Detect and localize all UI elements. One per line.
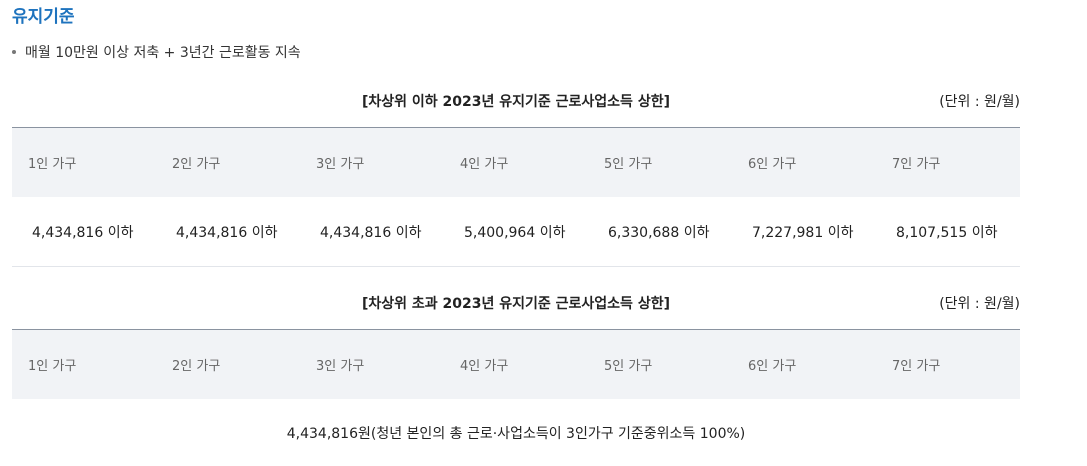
value-household-5: 6,330,688 이하 [588, 197, 732, 267]
income-limit-table: 1인 가구 2인 가구 3인 가구 4인 가구 5인 가구 6인 가구 7인 가… [12, 329, 1020, 399]
merged-value-note: 4,434,816원(청년 본인의 총 근로·사업소득이 3인가구 기준중위소득… [286, 426, 746, 442]
criteria-text: 매월 10만원 이상 저축 + 3년간 근로활동 지속 [25, 45, 301, 61]
value-household-6: 7,227,981 이하 [732, 197, 876, 267]
header-household-7: 7인 가구 [892, 359, 941, 374]
table-caption: [차상위 초과 2023년 유지기준 근로사업소득 상한] [362, 296, 670, 312]
header-household-4: 4인 가구 [460, 157, 509, 172]
table-unit: (단위 : 원/월) [939, 94, 1020, 110]
table-above-near-poverty: [차상위 초과 2023년 유지기준 근로사업소득 상한] (단위 : 원/월)… [12, 290, 1020, 399]
section-title: 유지기준 [12, 7, 75, 27]
header-household-2: 2인 가구 [172, 157, 221, 172]
bullet-icon [12, 50, 16, 54]
table-caption: [차상위 이하 2023년 유지기준 근로사업소득 상한] [362, 94, 670, 110]
income-limit-table: 1인 가구 2인 가구 3인 가구 4인 가구 5인 가구 6인 가구 7인 가… [12, 127, 1020, 267]
table-header-row: 1인 가구 2인 가구 3인 가구 4인 가구 5인 가구 6인 가구 7인 가… [12, 329, 1020, 399]
table-row: 4,434,816 이하 4,434,816 이하 4,434,816 이하 5… [12, 197, 1020, 267]
header-household-6: 6인 가구 [748, 359, 797, 374]
table-below-near-poverty: [차상위 이하 2023년 유지기준 근로사업소득 상한] (단위 : 원/월)… [12, 88, 1020, 267]
header-household-5: 5인 가구 [604, 157, 653, 172]
header-household-3: 3인 가구 [316, 359, 365, 374]
header-household-7: 7인 가구 [892, 157, 941, 172]
table-header-row: 1인 가구 2인 가구 3인 가구 4인 가구 5인 가구 6인 가구 7인 가… [12, 127, 1020, 197]
header-household-5: 5인 가구 [604, 359, 653, 374]
header-household-3: 3인 가구 [316, 157, 365, 172]
table-unit: (단위 : 원/월) [939, 296, 1020, 312]
header-household-1: 1인 가구 [28, 157, 77, 172]
header-household-6: 6인 가구 [748, 157, 797, 172]
value-household-3: 4,434,816 이하 [300, 197, 444, 267]
value-household-2: 4,434,816 이하 [156, 197, 300, 267]
criteria-bullet: 매월 10만원 이상 저축 + 3년간 근로활동 지속 [12, 43, 301, 63]
value-household-4: 5,400,964 이하 [444, 197, 588, 267]
header-household-2: 2인 가구 [172, 359, 221, 374]
value-household-7: 8,107,515 이하 [876, 197, 1020, 267]
value-household-1: 4,434,816 이하 [12, 197, 156, 267]
header-household-4: 4인 가구 [460, 359, 509, 374]
header-household-1: 1인 가구 [28, 359, 77, 374]
